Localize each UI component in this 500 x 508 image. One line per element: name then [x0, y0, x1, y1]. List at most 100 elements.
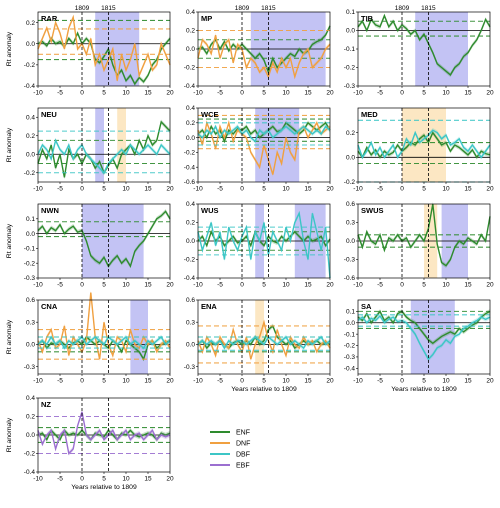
y-tick-label: 0.0: [346, 155, 355, 162]
y-tick-label: -0.4: [24, 469, 36, 476]
panel-label: NWN: [41, 206, 59, 215]
x-tick-label: 20: [486, 378, 494, 385]
x-tick-label: 0: [80, 476, 84, 483]
x-tick-label: 5: [102, 476, 106, 483]
y-tick-label: -0.3: [24, 275, 36, 282]
event-label: 1815: [261, 5, 276, 12]
x-tick-label: -10: [33, 186, 43, 193]
x-tick-label: 0: [240, 282, 244, 289]
x-tick-label: 20: [326, 378, 334, 385]
y-tick-label: -0.2: [24, 260, 36, 267]
y-tick-label: 0.0: [186, 46, 195, 53]
highlight-band: [130, 300, 148, 374]
x-tick-label: 15: [464, 90, 472, 97]
x-tick-label: 0: [80, 90, 84, 97]
y-tick-label: -0.2: [344, 65, 356, 72]
y-tick-label: 0.1: [346, 9, 355, 16]
y-axis-label: Rt anomaly: [6, 31, 13, 66]
x-tick-label: 5: [422, 186, 426, 193]
series-line-dbf: [357, 129, 491, 159]
x-tick-label: -5: [377, 282, 383, 289]
x-tick-label: 5: [262, 90, 266, 97]
x-tick-label: 5: [102, 378, 106, 385]
y-axis-label: Rt anomaly: [6, 223, 13, 258]
y-tick-label: -0.3: [184, 364, 196, 371]
x-tick-label: 10: [282, 90, 290, 97]
y-tick-label: 0.2: [26, 133, 35, 140]
y-tick-label: 0.4: [26, 395, 35, 402]
y-tick-label: -0.1: [344, 46, 356, 53]
y-tick-label: 0.3: [26, 319, 35, 326]
y-tick-label: 0.2: [346, 130, 355, 137]
y-tick-label: -0.2: [184, 257, 196, 264]
series-line-dbf: [37, 138, 171, 174]
x-axis-label: Years relative to 1809: [391, 386, 457, 393]
series-line-enf: [357, 13, 491, 76]
y-tick-label: -0.6: [344, 275, 356, 282]
y-tick-label: 0.0: [346, 238, 355, 245]
y-tick-label: 0.0: [26, 41, 35, 48]
x-tick-label: 15: [464, 186, 472, 193]
x-tick-label: 15: [144, 90, 152, 97]
panel-cna: CNA -0.3 0.0 0.3 0.6 -10 -5 0 5 10 15 20 Rt anomaly: [6, 290, 174, 385]
x-axis-label: Years relative to 1809: [71, 484, 137, 491]
y-tick-label: 0.6: [186, 297, 195, 304]
panel-med: MED -0.2 0.0 0.2 -10 -5 0 5 10 15 20: [344, 107, 494, 193]
y-axis-label: Rt anomaly: [6, 319, 13, 354]
highlight-band: [255, 108, 300, 182]
x-tick-label: 10: [442, 378, 450, 385]
series-line-dnf: [197, 34, 331, 80]
x-tick-label: 5: [422, 282, 426, 289]
x-tick-label: 10: [442, 90, 450, 97]
y-tick-label: -0.4: [184, 83, 196, 90]
y-tick-label: 0.4: [26, 114, 35, 121]
x-tick-label: 15: [304, 186, 312, 193]
x-tick-label: 10: [442, 282, 450, 289]
y-tick-label: -0.4: [344, 366, 356, 373]
x-tick-label: 5: [422, 90, 426, 97]
x-tick-label: 20: [166, 378, 174, 385]
y-tick-label: -0.1: [344, 331, 356, 338]
panel-label: ENA: [201, 302, 217, 311]
series-line-dnf: [37, 14, 171, 81]
series-line-enf: [37, 210, 171, 268]
x-tick-label: -5: [217, 186, 223, 193]
series-line-dbf: [197, 210, 331, 279]
panel-nwn: NWN -0.3 -0.2 -0.1 0.0 0.1 -10 -5 0 5 10 15 20 Rt ano…: [6, 203, 174, 289]
series-line-dbf: [37, 335, 171, 350]
x-tick-label: 20: [486, 282, 494, 289]
x-tick-label: -10: [353, 378, 363, 385]
x-tick-label: 10: [122, 90, 130, 97]
x-tick-label: 10: [282, 186, 290, 193]
highlight-band: [410, 300, 455, 374]
highlight-band: [82, 204, 144, 278]
y-tick-label: 0.0: [26, 342, 35, 349]
panel-neu: NEU -0.2 0.0 0.2 0.4 -10 -5 0 5 10 15 20 Rt anomaly: [6, 107, 174, 193]
x-tick-label: 15: [144, 186, 152, 193]
y-tick-label: 0.0: [26, 151, 35, 158]
y-tick-label: -0.2: [344, 343, 356, 350]
highlight-band: [95, 108, 104, 182]
y-tick-label: 0.2: [186, 28, 195, 35]
x-tick-label: 0: [400, 282, 404, 289]
x-tick-label: 0: [400, 378, 404, 385]
x-tick-label: -5: [57, 282, 63, 289]
series-line-enf: [357, 203, 491, 267]
x-tick-label: 15: [464, 378, 472, 385]
series-line-enf: [37, 429, 171, 442]
y-tick-label: 0.2: [26, 20, 35, 27]
series-envelope-enf: [38, 30, 170, 87]
panel-label: CNA: [41, 302, 58, 311]
y-tick-label: -0.2: [184, 150, 196, 157]
series-line-dbf: [197, 124, 331, 143]
series-envelope-dbf: [38, 334, 170, 351]
panel-ena: ENA -0.3 0.0 0.3 0.6 -10 -5 0 5 10 15 20 Years relat…: [184, 297, 334, 393]
x-tick-label: 0: [80, 186, 84, 193]
series-envelope-dbf: [198, 334, 330, 351]
y-tick-label: 0.3: [346, 220, 355, 227]
y-tick-label: -0.4: [184, 275, 196, 282]
x-tick-label: 10: [282, 282, 290, 289]
panel-swus: SWUS -0.6 -0.3 0.0 0.3 0.6 -10 -5 0 5 10 15 20: [344, 201, 494, 288]
panel-label: WUS: [201, 206, 219, 215]
y-tick-label: -0.2: [24, 451, 36, 458]
